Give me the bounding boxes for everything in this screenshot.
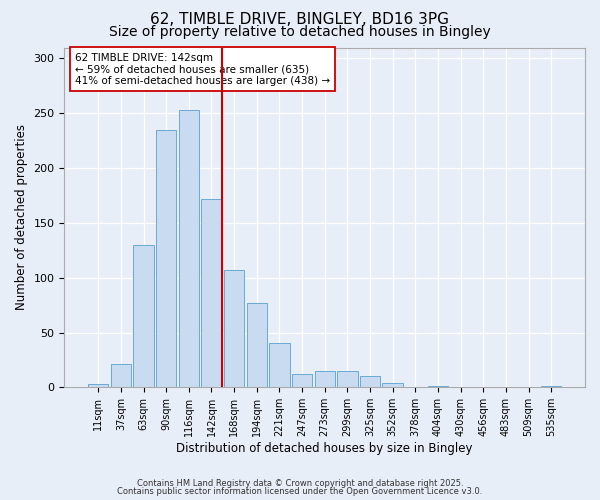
Bar <box>179 110 199 388</box>
Bar <box>156 130 176 388</box>
Bar <box>201 199 221 388</box>
Bar <box>247 303 267 388</box>
Bar <box>314 371 335 388</box>
Text: 62, TIMBLE DRIVE, BINGLEY, BD16 3PG: 62, TIMBLE DRIVE, BINGLEY, BD16 3PG <box>151 12 449 28</box>
Bar <box>541 386 562 388</box>
Text: Contains public sector information licensed under the Open Government Licence v3: Contains public sector information licen… <box>118 487 482 496</box>
Bar <box>292 374 312 388</box>
Bar <box>133 245 154 388</box>
Bar <box>111 364 131 388</box>
Bar <box>360 376 380 388</box>
Text: Contains HM Land Registry data © Crown copyright and database right 2025.: Contains HM Land Registry data © Crown c… <box>137 478 463 488</box>
Bar <box>88 384 109 388</box>
Text: 62 TIMBLE DRIVE: 142sqm
← 59% of detached houses are smaller (635)
41% of semi-d: 62 TIMBLE DRIVE: 142sqm ← 59% of detache… <box>75 52 330 86</box>
Bar <box>382 383 403 388</box>
Bar <box>337 371 358 388</box>
Text: Size of property relative to detached houses in Bingley: Size of property relative to detached ho… <box>109 25 491 39</box>
Bar <box>269 344 290 388</box>
X-axis label: Distribution of detached houses by size in Bingley: Distribution of detached houses by size … <box>176 442 473 455</box>
Bar <box>428 386 448 388</box>
Bar <box>224 270 244 388</box>
Y-axis label: Number of detached properties: Number of detached properties <box>15 124 28 310</box>
